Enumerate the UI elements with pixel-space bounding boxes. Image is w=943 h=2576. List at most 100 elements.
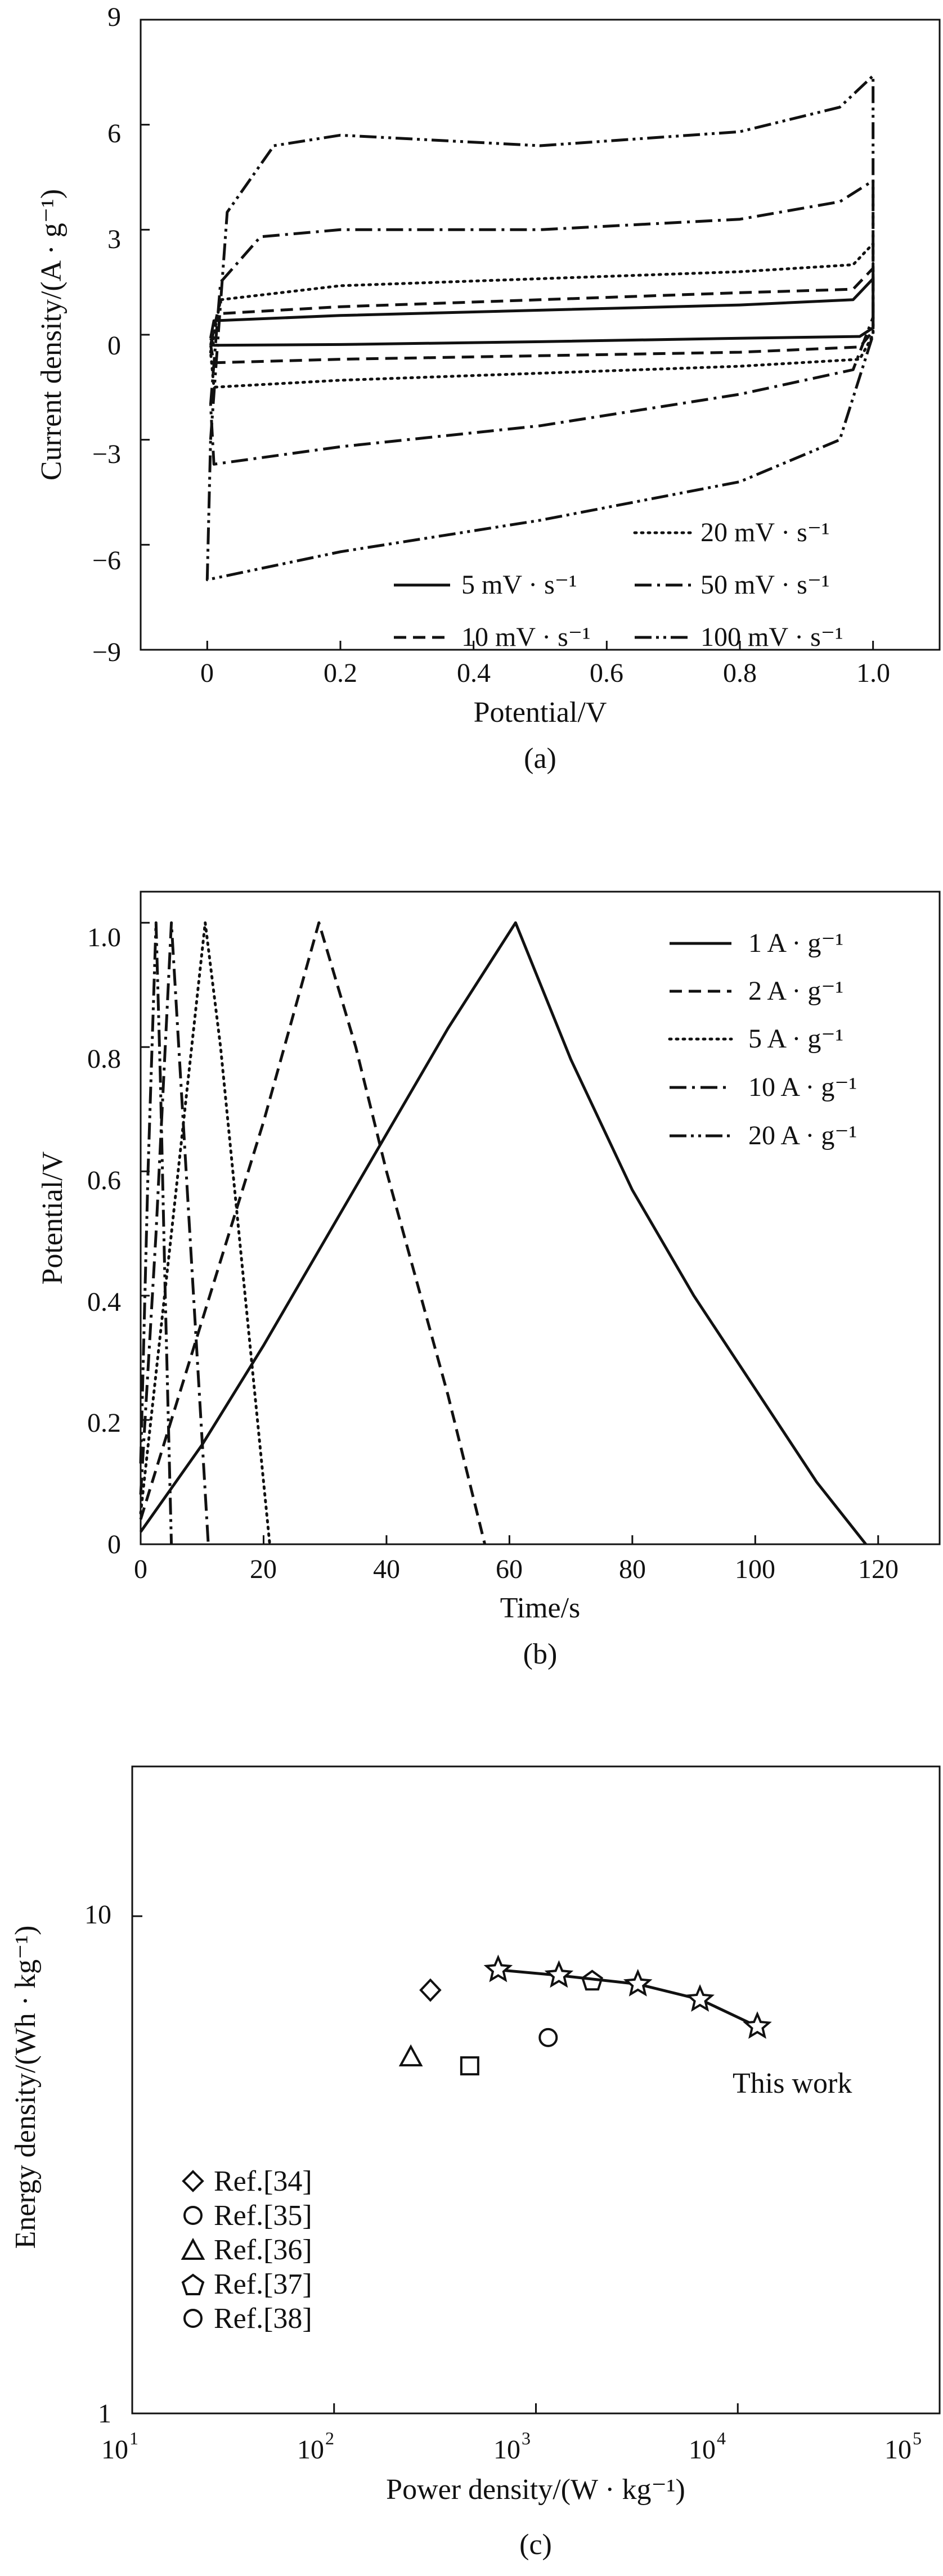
ytick-label-a-4: −3 [92, 439, 121, 469]
legend-label-c-1: Ref.[35] [214, 2200, 312, 2232]
plot-frame-b [140, 891, 941, 1545]
legend-label-c-2: Ref.[36] [214, 2234, 312, 2266]
point-c-0-2 [623, 1968, 653, 1997]
axes-b [140, 921, 879, 1545]
gcd-curve-b-3 [139, 921, 210, 1545]
gcd-curve-b-1 [139, 921, 487, 1545]
legend-label-a-3: 50 mV · s⁻¹ [700, 570, 830, 600]
point-c-0-4 [743, 2011, 772, 2039]
panel-c: 10 1 10 1 10 2 10 3 10 4 10 5 Power dens… [10, 1765, 941, 2561]
caption-a: (a) [524, 743, 556, 775]
legend-marker-c-pentagon [181, 2273, 205, 2295]
series-a [205, 74, 875, 582]
caption-c: (c) [519, 2529, 552, 2561]
ytick-label-b-1: 0.2 [87, 1408, 121, 1438]
x-axis-label-b: Time/s [500, 1592, 581, 1624]
point-c-0-0 [483, 1954, 513, 1982]
xtick-exponent-c-2: 3 [522, 2428, 531, 2448]
ytick-label-a-2: 3 [107, 224, 121, 254]
xtick-label-c-3: 10 4 [689, 2428, 726, 2465]
xtick-label-c-4: 10 5 [884, 2428, 922, 2465]
svg-text:10: 10 [689, 2435, 716, 2465]
legend-label-b-1: 2 A · g⁻¹ [748, 976, 843, 1006]
legend-label-a-2: 20 mV · s⁻¹ [700, 518, 830, 547]
legend-c: Ref.[34] Ref.[35] Ref.[36] Ref.[37] Ref.… [181, 2165, 312, 2335]
gcd-curve-b-4 [139, 921, 173, 1545]
xtick-exponent-c-3: 4 [717, 2428, 726, 2448]
svg-text:10: 10 [297, 2435, 324, 2465]
xtick-label-a-2: 0.4 [457, 658, 491, 688]
xtick-exponent-c-4: 5 [913, 2428, 922, 2448]
svg-text:10: 10 [493, 2435, 520, 2465]
ytick-label-a-6: −9 [92, 637, 121, 667]
xtick-label-b-3: 60 [496, 1554, 523, 1584]
y-axis-label-c: Energy density/(Wh · kg⁻¹) [10, 1926, 42, 2249]
panel-a: 9 6 3 0 −3 −6 −9 0 0.2 0.4 0.6 0.8 1.0 P… [35, 2, 941, 775]
y-axis-label-b: Potential/V [37, 1152, 69, 1285]
point-c-4-0 [581, 1970, 603, 1991]
legend-label-a-1: 10 mV · s⁻¹ [461, 622, 591, 652]
gcd-curve-b-2 [139, 921, 271, 1546]
legend-label-c-4: Ref.[38] [214, 2303, 312, 2335]
point-c-2-0 [538, 2027, 558, 2047]
xtick-exponent-c-0: 1 [129, 2428, 138, 2448]
xtick-label-b-0: 0 [134, 1554, 147, 1584]
legend-label-c-0: Ref.[34] [214, 2165, 312, 2197]
legend-label-c-3: Ref.[37] [214, 2268, 312, 2300]
xtick-label-c-2: 10 3 [493, 2428, 531, 2465]
ytick-label-a-3: 0 [107, 331, 121, 361]
ytick-label-b-5: 1.0 [87, 923, 121, 952]
ytick-label-c-1: 1 [98, 2399, 111, 2429]
plot-frame-a [140, 19, 941, 651]
point-c-0-3 [685, 1984, 715, 2012]
legend-marker-c-circle-1 [183, 2206, 203, 2225]
point-c-0-1 [544, 1960, 574, 1988]
legend-marker-c-diamond [182, 2170, 204, 2192]
legend-label-b-3: 10 A · g⁻¹ [748, 1072, 857, 1102]
ytick-label-b-2: 0.4 [87, 1287, 121, 1317]
legend-marker-c-triangle [181, 2237, 205, 2260]
legend-b: 1 A · g⁻¹ 2 A · g⁻¹ 5 A · g⁻¹ 10 A · g⁻¹… [668, 928, 857, 1150]
y-axis-label-a: Current density/(A · g⁻¹) [35, 189, 68, 480]
xtick-label-b-2: 40 [373, 1554, 400, 1584]
ytick-label-b-0: 0 [107, 1530, 121, 1559]
cv-curve-a-4 [205, 74, 875, 582]
xtick-label-b-5: 100 [735, 1554, 775, 1584]
xtick-label-a-4: 0.8 [723, 658, 757, 688]
this-work-label: This work [733, 2067, 852, 2100]
xtick-exponent-c-1: 2 [325, 2428, 334, 2448]
xtick-label-a-5: 1.0 [856, 658, 890, 688]
xtick-label-c-1: 10 2 [297, 2428, 334, 2465]
xtick-label-a-0: 0 [200, 658, 214, 688]
ytick-label-c-0: 10 [84, 1900, 111, 1930]
ytick-label-a-1: 6 [107, 119, 121, 149]
ytick-label-a-0: 9 [107, 2, 121, 32]
axes-a [141, 19, 874, 651]
ytick-label-b-3: 0.6 [87, 1166, 121, 1195]
this-work-line [498, 1968, 758, 2028]
xtick-label-a-3: 0.6 [590, 658, 623, 688]
legend-marker-c-circle-2 [183, 2309, 203, 2328]
xtick-label-b-6: 120 [858, 1554, 899, 1584]
cv-curve-a-3 [209, 179, 875, 466]
ytick-label-a-5: −6 [92, 546, 121, 576]
legend-label-b-0: 1 A · g⁻¹ [748, 928, 843, 958]
point-c-5-0 [460, 2056, 479, 2076]
xtick-label-c-0: 10 1 [101, 2428, 138, 2465]
svg-text:10: 10 [884, 2435, 911, 2465]
xtick-label-a-1: 0.2 [324, 658, 357, 688]
ytick-label-b-4: 0.8 [87, 1044, 121, 1074]
series-b [139, 921, 867, 1546]
axes-c [131, 1915, 941, 2415]
x-axis-label-c: Power density/(W · kg⁻¹) [386, 2474, 685, 2506]
legend-a: 20 mV · s⁻¹ 5 mV · s⁻¹ 50 mV · s⁻¹ 10 mV… [394, 518, 843, 652]
x-axis-label-a: Potential/V [474, 696, 607, 729]
gcd-curve-b-0 [139, 921, 867, 1545]
caption-b: (b) [523, 1638, 558, 1670]
legend-label-a-4: 100 mV · s⁻¹ [700, 622, 843, 652]
series-c [398, 1954, 772, 2076]
point-c-3-0 [398, 2044, 423, 2067]
panel-b: 0 0.2 0.4 0.6 0.8 1.0 0 20 40 60 80 100 … [37, 891, 941, 1670]
svg-text:10: 10 [101, 2435, 128, 2465]
